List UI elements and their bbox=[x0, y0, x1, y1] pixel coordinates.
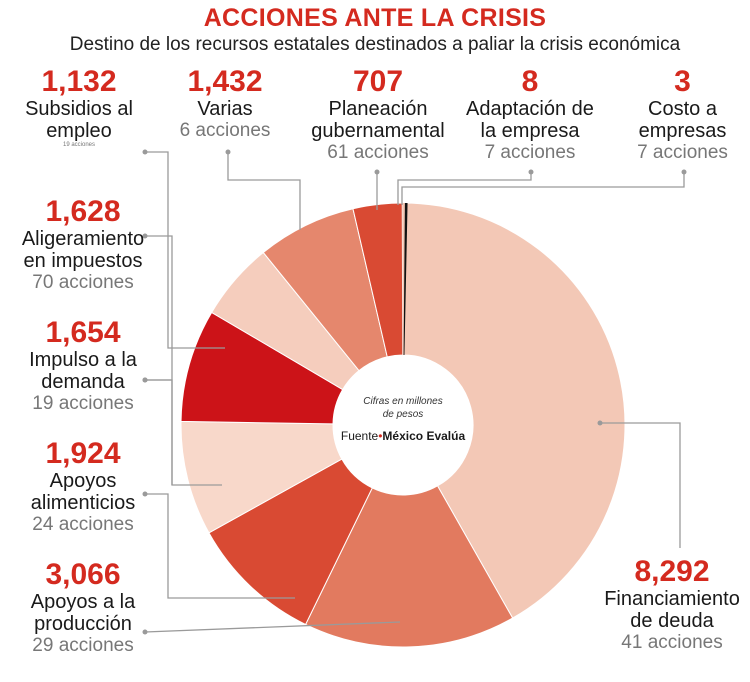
leader-dot bbox=[142, 491, 148, 497]
value: 707 bbox=[352, 65, 404, 98]
source-label: Fuente bbox=[340, 429, 379, 443]
bullet-icon: • bbox=[378, 429, 383, 443]
value: 1,628 bbox=[45, 195, 121, 228]
source: Fuente•México Evalúa bbox=[333, 429, 473, 443]
category-name: empresas bbox=[638, 120, 727, 142]
leader-line bbox=[144, 621, 401, 633]
leader-dot bbox=[681, 169, 687, 175]
value: 8 bbox=[521, 65, 539, 98]
value: 8,292 bbox=[634, 555, 710, 588]
category-name: Costo a bbox=[648, 98, 717, 120]
label-alimenticios: 1,924 Apoyos alimenticios 24 acciones bbox=[8, 438, 158, 536]
leader-line bbox=[397, 172, 532, 205]
label-produccion: 3,066 Apoyos a la producción 29 acciones bbox=[8, 559, 158, 657]
label-varias: 1,432 Varias 6 acciones bbox=[160, 66, 290, 142]
label-aligeramiento: 1,628 Aligeramiento en impuestos 70 acci… bbox=[8, 196, 158, 294]
leader-line bbox=[145, 379, 173, 485]
chart-title: ACCIONES ANTE LA CRISIS bbox=[203, 4, 547, 32]
category-name: Adaptación de bbox=[466, 98, 594, 120]
leader-line bbox=[145, 493, 295, 599]
category-name: Apoyos a la bbox=[30, 591, 136, 613]
value: 1,924 bbox=[45, 437, 121, 470]
donut-hole bbox=[333, 355, 473, 495]
leader-dot bbox=[142, 149, 148, 155]
category-name: de deuda bbox=[630, 610, 714, 632]
leader-dot bbox=[142, 629, 148, 635]
units-note: Cifras en millones bbox=[363, 396, 443, 407]
action-count: 61 acciones bbox=[327, 142, 429, 163]
category-name: Aligeramiento bbox=[21, 228, 145, 250]
chart-subtitle: Destino de los recursos estatales destin… bbox=[69, 34, 681, 55]
label-costo: 3 Costo a empresas 7 acciones bbox=[620, 66, 745, 164]
action-count: 19 acciones bbox=[32, 393, 134, 414]
action-count: 7 acciones bbox=[637, 142, 728, 163]
leader-dot bbox=[142, 377, 148, 383]
value: 1,132 bbox=[41, 65, 117, 98]
category-name: producción bbox=[34, 613, 132, 635]
action-count: 41 acciones bbox=[621, 632, 723, 653]
category-name: Financiamiento bbox=[604, 588, 740, 610]
action-count: 19 acciones bbox=[62, 142, 96, 148]
action-count: 29 acciones bbox=[32, 635, 134, 656]
value: 3 bbox=[674, 65, 691, 98]
category-name: demanda bbox=[41, 371, 125, 393]
action-count: 24 acciones bbox=[32, 514, 134, 535]
category-name: alimenticios bbox=[30, 492, 136, 514]
center-note: Cifras en millones de pesos Fuente•Méxic… bbox=[333, 395, 473, 443]
label-planeacion: 707 Planeación gubernamental 61 acciones bbox=[298, 66, 458, 164]
label-financiamiento: 8,292 Financiamiento de deuda 41 accione… bbox=[592, 556, 750, 654]
category-name: Subsidios al bbox=[25, 98, 133, 120]
value: 1,654 bbox=[45, 316, 121, 349]
slice-adaptaci-n-de-la-empresa bbox=[402, 203, 405, 356]
leader-dot bbox=[528, 169, 534, 175]
leader-line bbox=[401, 172, 685, 205]
label-impulso: 1,654 Impulso a la demanda 19 acciones bbox=[8, 317, 158, 415]
category-name: en impuestos bbox=[23, 250, 143, 272]
category-name: Varias bbox=[197, 98, 253, 120]
label-adaptacion: 8 Adaptación de la empresa 7 acciones bbox=[455, 66, 605, 164]
value: 1,432 bbox=[187, 65, 263, 98]
label-subsidios: 1,132 Subsidios al empleo 19 acciones bbox=[14, 65, 144, 149]
leader-dot bbox=[142, 233, 148, 239]
category-name: empleo bbox=[46, 120, 112, 142]
value: 3,066 bbox=[45, 558, 121, 591]
category-name: Apoyos bbox=[49, 470, 117, 492]
source-name: México Evalúa bbox=[382, 429, 466, 443]
leader-line bbox=[227, 152, 301, 230]
slice-costo-a-empresas bbox=[403, 203, 408, 356]
action-count: 70 acciones bbox=[32, 272, 134, 293]
category-name: Planeación bbox=[328, 98, 428, 120]
action-count: 6 acciones bbox=[179, 120, 271, 141]
category-name: Impulso a la bbox=[29, 349, 137, 371]
leader-line bbox=[145, 151, 225, 349]
action-count: 7 acciones bbox=[484, 142, 576, 163]
leader-dot bbox=[374, 169, 380, 175]
category-name: gubernamental bbox=[311, 120, 445, 142]
leader-dot bbox=[225, 149, 231, 155]
leader-line bbox=[600, 422, 681, 548]
leader-dot bbox=[597, 420, 603, 426]
leader-line bbox=[145, 235, 222, 486]
units-note: de pesos bbox=[382, 409, 424, 420]
category-name: la empresa bbox=[480, 120, 580, 142]
